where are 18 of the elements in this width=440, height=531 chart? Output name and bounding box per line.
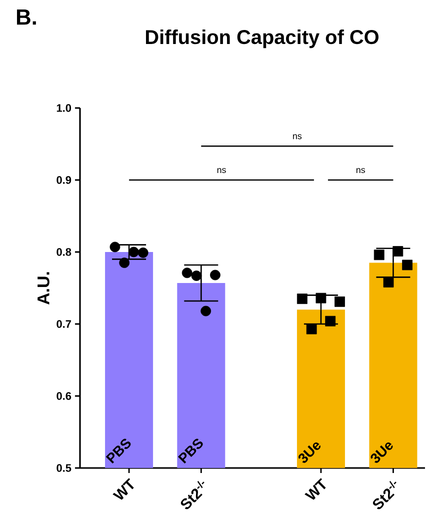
y-tick-label: 0.5 (56, 464, 72, 472)
x-tick-label: WT (304, 478, 326, 500)
y-tick-label: 0.7 (56, 320, 71, 328)
text: B. (16, 10, 36, 25)
text: 3Ue (370, 442, 393, 463)
chart-title: Diffusion Capacity of CO (146, 30, 378, 48)
y-tick-label: 0.6 (56, 392, 72, 400)
x-tick-label: St2$^{-/-}$ (372, 480, 396, 510)
x-tick-label: St2$^{-/-}$ (180, 480, 204, 510)
annotation: ns (356, 168, 365, 174)
series-label: 3Ue (298, 442, 321, 463)
annotation: ns (293, 134, 302, 140)
x-tick-label: WT (112, 478, 134, 500)
y-tick-label: 1.0 (56, 104, 72, 112)
y-tick-label: 0.8 (56, 248, 72, 256)
annotation: ns (217, 168, 226, 174)
y-axis-title: A.U. (38, 272, 50, 305)
y-tick-label: 0.9 (56, 176, 72, 184)
